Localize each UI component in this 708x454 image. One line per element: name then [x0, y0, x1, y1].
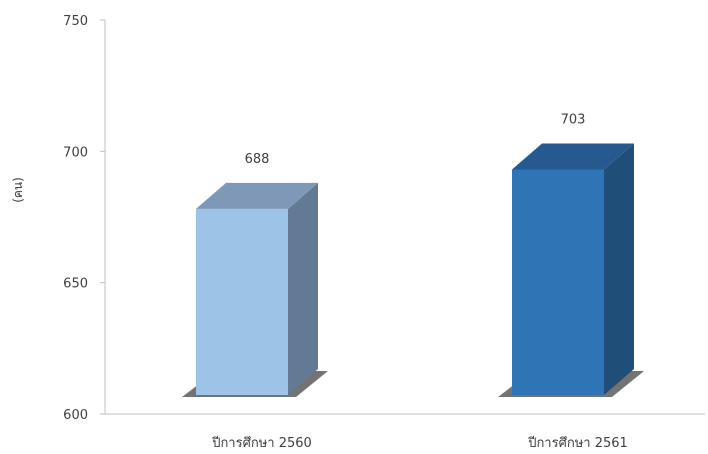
x-category-label: ปีการศึกษา 2560: [211, 435, 312, 451]
bar-top-face: [512, 143, 634, 170]
category-labels: ปีการศึกษา 2560 ปีการศึกษา 2561: [211, 435, 628, 451]
y-tick-label: 600: [63, 408, 88, 423]
bar-side-face: [288, 182, 318, 395]
y-axis-title: (คน): [11, 177, 25, 203]
bars: 688 703: [182, 112, 644, 397]
bar-front-face: [512, 169, 604, 395]
bar-top-face: [196, 182, 318, 209]
y-ticks: 600 650 700 750: [63, 14, 105, 423]
x-category-label: ปีการศึกษา 2561: [527, 435, 628, 451]
y-tick-label: 750: [63, 14, 88, 29]
data-label: 703: [561, 112, 586, 127]
data-label: 688: [245, 152, 270, 167]
axes: [104, 20, 705, 415]
y-tick-label: 650: [63, 277, 88, 292]
bar-front-face: [196, 208, 288, 395]
bar-side-face: [604, 143, 634, 395]
y-tick-label: 700: [63, 145, 88, 160]
bar-1: 688: [182, 152, 328, 397]
bar-2: 703: [498, 112, 644, 397]
